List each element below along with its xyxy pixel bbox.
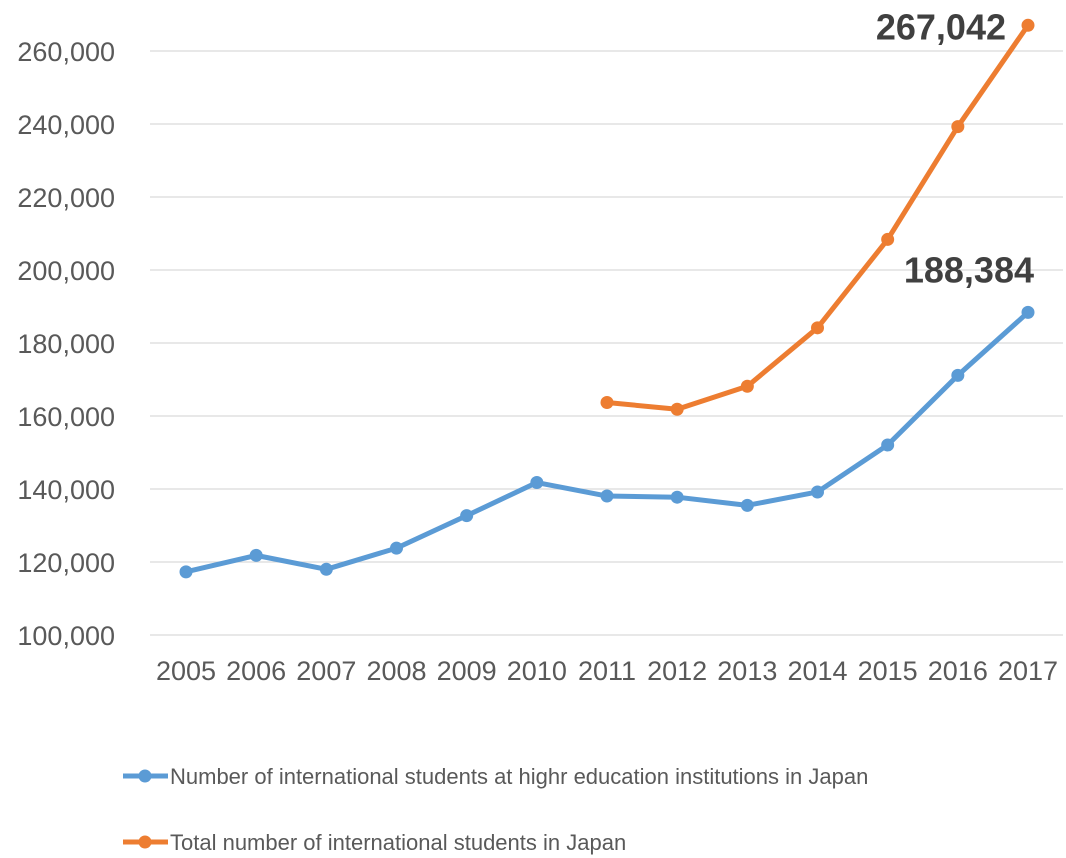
y-tick-label: 200,000 <box>17 256 115 286</box>
series-line <box>604 22 1031 412</box>
series-lines <box>179 18 1035 579</box>
legend-swatch-marker <box>138 835 152 849</box>
x-tick-label: 2007 <box>296 656 356 686</box>
legend-swatch-marker <box>138 769 152 783</box>
data-point <box>600 396 614 410</box>
x-tick-label: 2014 <box>787 656 847 686</box>
y-tick-label: 160,000 <box>17 402 115 432</box>
x-tick-label: 2012 <box>647 656 707 686</box>
x-tick-label: 2009 <box>437 656 497 686</box>
data-point <box>670 490 684 504</box>
data-point <box>670 402 684 416</box>
x-axis-tick-labels: 2005 2006 2007 2008 2009 2010 2011 2012 2013 2014… <box>156 656 1058 686</box>
legend-item: Number of international students at high… <box>123 764 868 789</box>
y-tick-label: 180,000 <box>17 329 115 359</box>
data-point <box>530 476 544 490</box>
data-label: 267,042 <box>876 6 1006 47</box>
data-label: 188,384 <box>904 249 1034 290</box>
legend-item: Total number of international students i… <box>123 830 626 855</box>
y-axis-tick-labels: 100,000 120,000 140,000 160,000 180,000 200,0… <box>17 37 115 651</box>
data-point <box>390 541 403 555</box>
data-point <box>319 562 333 576</box>
x-tick-label: 2015 <box>858 656 918 686</box>
series-2 <box>600 18 1035 416</box>
y-tick-label: 220,000 <box>17 183 115 213</box>
x-tick-label: 2008 <box>366 656 426 686</box>
legend-label: Number of international students at high… <box>170 764 868 789</box>
y-tick-label: 240,000 <box>17 110 115 140</box>
x-tick-label: 2010 <box>507 656 567 686</box>
data-point <box>881 438 895 452</box>
data-point <box>811 321 824 335</box>
x-tick-label: 2013 <box>717 656 777 686</box>
data-point <box>881 232 895 246</box>
y-tick-label: 100,000 <box>17 621 115 651</box>
x-tick-label: 2011 <box>578 656 636 686</box>
x-tick-label: 2016 <box>928 656 988 686</box>
legend-label: Total number of international students i… <box>170 830 626 855</box>
gridlines <box>150 50 1063 636</box>
series-1 <box>179 305 1035 579</box>
y-tick-label: 120,000 <box>17 548 115 578</box>
data-point <box>460 509 474 523</box>
data-point <box>1021 18 1035 32</box>
data-point <box>249 548 263 562</box>
y-tick-label: 260,000 <box>17 37 115 67</box>
data-point <box>600 489 614 503</box>
data-point <box>951 120 965 134</box>
x-tick-label: 2017 <box>998 656 1058 686</box>
x-tick-label: 2006 <box>226 656 286 686</box>
data-point <box>740 498 754 512</box>
data-point <box>951 368 965 382</box>
x-tick-label: 2005 <box>156 656 216 686</box>
legend: Number of international students at high… <box>123 764 868 855</box>
data-point <box>811 485 824 499</box>
data-labels: 267,042 188,384 <box>876 6 1034 290</box>
data-point <box>1021 305 1035 319</box>
data-point <box>740 379 754 393</box>
y-tick-label: 140,000 <box>17 475 115 505</box>
series-line <box>183 309 1031 575</box>
data-point <box>179 565 193 579</box>
